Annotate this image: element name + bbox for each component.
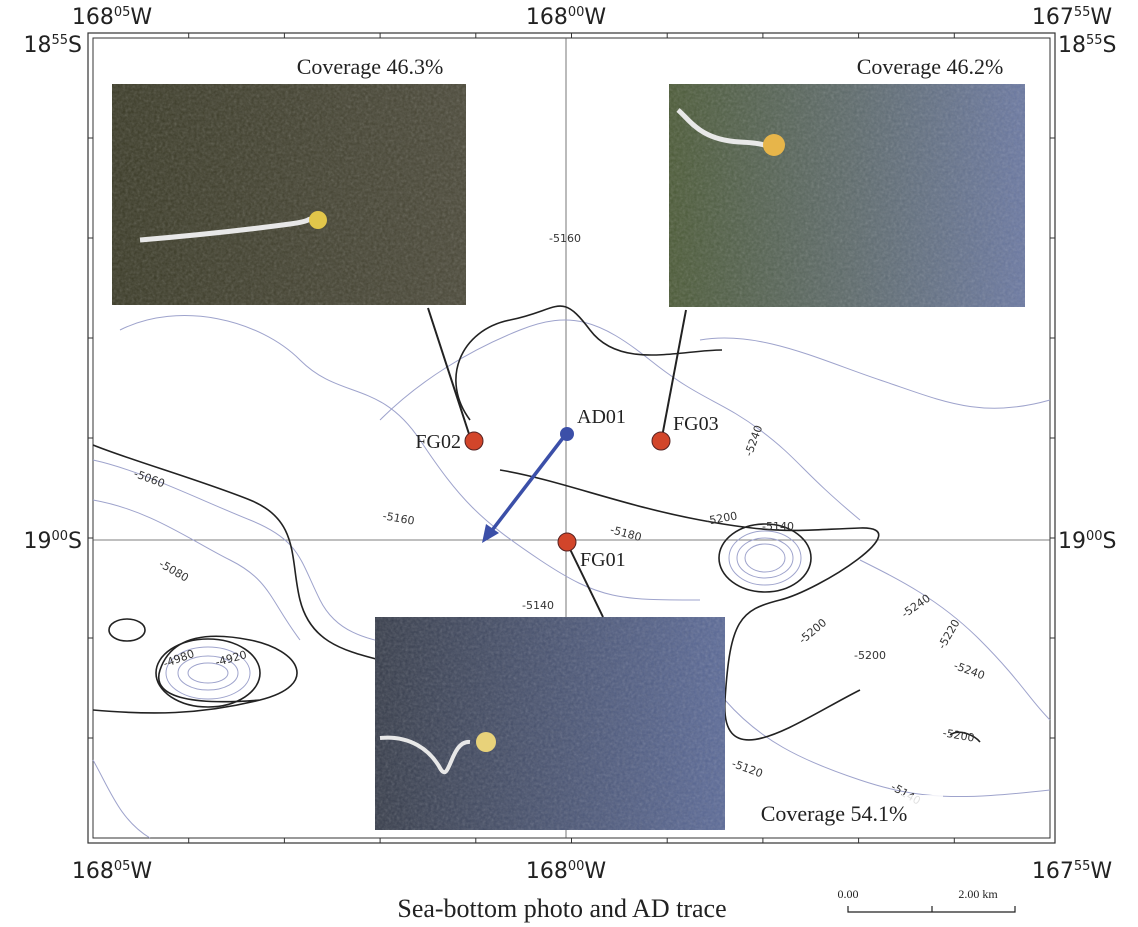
contour-label: -5200 [796, 616, 829, 647]
probe [763, 134, 785, 156]
probe [476, 732, 496, 752]
station-marker [558, 533, 576, 551]
photo: Coverage 46.2% [669, 54, 1025, 307]
scale-label: 0.00 [838, 887, 859, 901]
map: -5160 -5060 -5080 -5160 -5180 -5200 -5140 -5140… [0, 0, 1138, 927]
coordinate-degrees: 167 [1032, 5, 1074, 30]
coordinate-degrees: 19 [23, 529, 51, 554]
photo-caption: Coverage 46.2% [857, 54, 1004, 79]
station-marker [560, 427, 574, 441]
photo: Coverage 46.3% [112, 54, 466, 305]
contour-label: -5220 [935, 617, 962, 651]
coordinate-degrees: 168 [72, 5, 114, 30]
coordinate-hemisphere: S [68, 33, 82, 58]
coordinate-minutes: 00 [51, 529, 68, 544]
coordinate-degrees: 167 [1032, 859, 1074, 884]
photo-caption: Coverage 46.3% [297, 54, 444, 79]
contour-label: -5160 [382, 509, 416, 527]
coordinate-label: 1855S [23, 33, 82, 58]
coordinate-hemisphere: S [1103, 529, 1117, 554]
contour [700, 338, 1050, 408]
coordinate-degrees: 168 [72, 859, 114, 884]
coordinate-label: 1900S [1058, 529, 1117, 554]
contour [745, 544, 785, 572]
contour-major [109, 619, 145, 641]
station-label: AD01 [577, 406, 626, 428]
contour [93, 760, 150, 838]
coordinate-minutes: 05 [114, 859, 131, 874]
coordinate-hemisphere: S [1103, 33, 1117, 58]
coordinate-label: 16755W [1032, 859, 1113, 884]
ad-trace [490, 434, 566, 533]
coordinate-label: 16755W [1032, 5, 1113, 30]
contour-major [719, 524, 811, 592]
contour [93, 460, 420, 650]
photo-grain [375, 617, 725, 830]
contour-label: -5240 [899, 592, 933, 621]
coordinate-hemisphere: W [1090, 859, 1112, 884]
contour [729, 531, 801, 585]
contour-label: -5240 [952, 659, 986, 682]
coordinate-degrees: 19 [1058, 529, 1086, 554]
coordinate-minutes: 55 [1074, 5, 1091, 20]
coordinate-label: 16800W [526, 5, 607, 30]
contour-label: -5120 [730, 757, 764, 780]
contour-label: -4920 [214, 648, 248, 669]
coordinate-label: 16805W [72, 859, 153, 884]
station-label: FG02 [415, 431, 461, 453]
coordinate-label: 16800W [526, 859, 607, 884]
coordinate-minutes: 00 [568, 859, 585, 874]
leader-line [428, 308, 470, 437]
coordinate-minutes: 00 [1086, 529, 1103, 544]
probe [309, 211, 327, 229]
coordinate-degrees: 168 [526, 859, 568, 884]
coordinate-hemisphere: W [130, 5, 152, 30]
coordinate-hemisphere: W [584, 5, 606, 30]
coordinate-label: 16805W [72, 5, 153, 30]
contour-label: -5240 [742, 424, 765, 458]
contour-label: -5080 [157, 557, 191, 584]
contour-label: -5060 [132, 467, 166, 490]
station-label: FG01 [580, 549, 626, 571]
contour [860, 560, 1050, 720]
contour-label: -5200 [854, 649, 886, 662]
map-title: Sea-bottom photo and AD trace [397, 894, 726, 923]
scale-label: 2.00 km [958, 887, 998, 901]
coordinate-hemisphere: W [584, 859, 606, 884]
coordinate-label: 1900S [23, 529, 82, 554]
photo-grain [669, 84, 1025, 307]
coordinate-minutes: 55 [1086, 33, 1103, 48]
coordinate-minutes: 55 [51, 33, 68, 48]
station-label: FG03 [673, 413, 719, 435]
coordinate-degrees: 18 [1058, 33, 1086, 58]
station-marker [652, 432, 670, 450]
coordinate-degrees: 18 [23, 33, 51, 58]
photo-grain [112, 84, 466, 305]
contour-label: -5180 [609, 523, 643, 544]
contour [725, 700, 1050, 797]
photo-caption: Coverage 54.1% [761, 801, 908, 826]
coordinate-degrees: 168 [526, 5, 568, 30]
coordinate-minutes: 05 [114, 5, 131, 20]
station-marker [465, 432, 483, 450]
contour-label: -5200 [942, 726, 976, 744]
contour-label: -4980 [162, 647, 196, 670]
contour-label: -5140 [522, 599, 554, 612]
coordinate-minutes: 55 [1074, 859, 1091, 874]
contour-label: -5160 [549, 232, 581, 245]
coordinate-hemisphere: W [1090, 5, 1112, 30]
scale-bar [848, 906, 1015, 912]
contour-label: -5140 [762, 520, 794, 533]
coordinate-minutes: 00 [568, 5, 585, 20]
coordinate-hemisphere: W [130, 859, 152, 884]
coordinate-label: 1855S [1058, 33, 1117, 58]
coordinate-hemisphere: S [68, 529, 82, 554]
